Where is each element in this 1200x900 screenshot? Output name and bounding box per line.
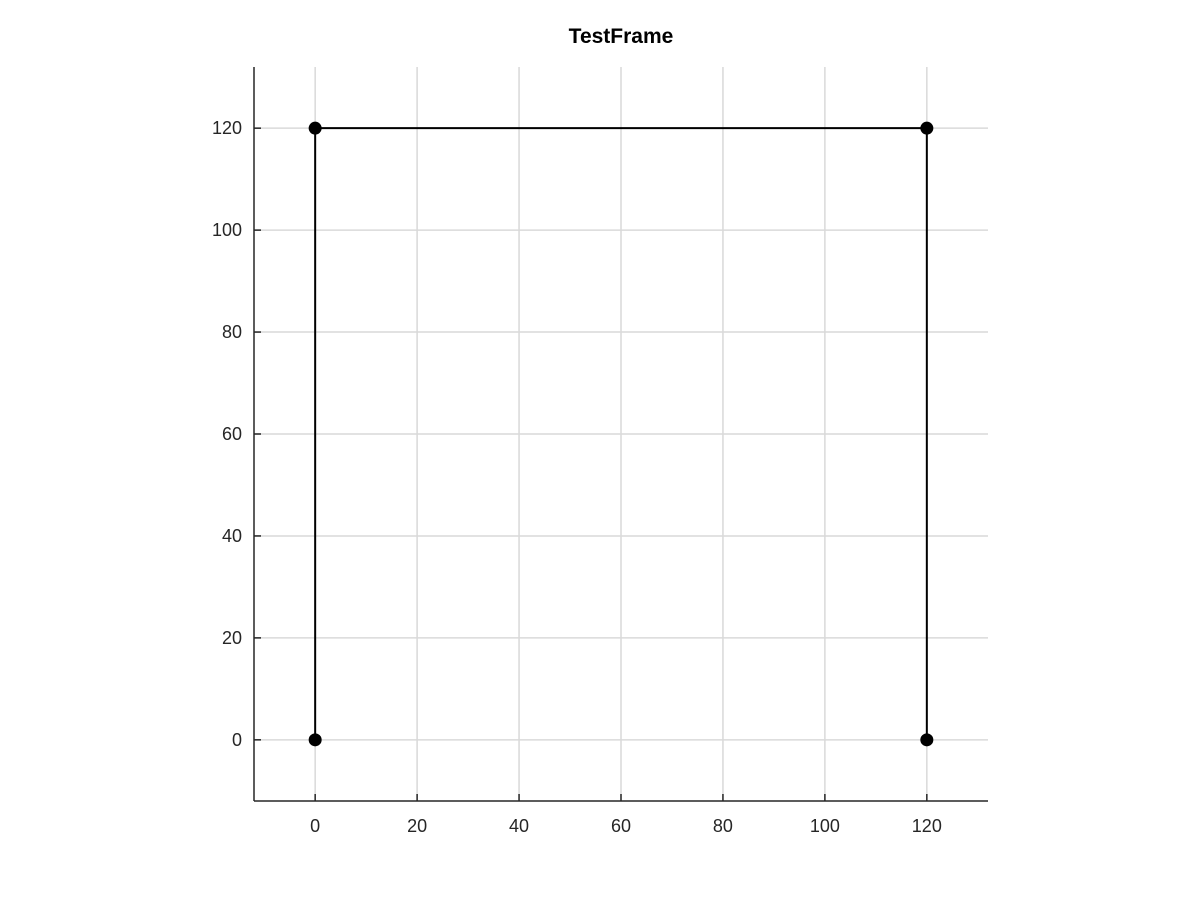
grid-layer <box>254 67 988 801</box>
frame-node-1 <box>308 121 322 135</box>
chart-title: TestFrame <box>569 25 674 48</box>
y-tick-label-0: 0 <box>232 730 242 750</box>
frame-node-3 <box>920 733 934 747</box>
x-tick-label-2: 40 <box>509 816 529 836</box>
y-tick-label-6: 120 <box>212 118 242 138</box>
y-tick-label-1: 20 <box>222 628 242 648</box>
x-tick-label-4: 80 <box>713 816 733 836</box>
y-tick-label-5: 100 <box>212 220 242 240</box>
x-tick-label-0: 0 <box>310 816 320 836</box>
members-layer <box>314 127 928 740</box>
x-tick-label-3: 60 <box>611 816 631 836</box>
x-tick-label-6: 120 <box>912 816 942 836</box>
frame-node-2 <box>920 121 934 135</box>
x-tick-label-1: 20 <box>407 816 427 836</box>
y-tick-label-3: 60 <box>222 424 242 444</box>
y-tick-label-2: 40 <box>222 526 242 546</box>
frame-node-0 <box>308 733 322 747</box>
nodes-layer <box>308 121 934 747</box>
axes-layer: 0 20 40 60 80 100 120 0 20 40 60 80 100 120 <box>212 67 988 836</box>
x-tick-label-5: 100 <box>810 816 840 836</box>
y-tick-label-4: 80 <box>222 322 242 342</box>
